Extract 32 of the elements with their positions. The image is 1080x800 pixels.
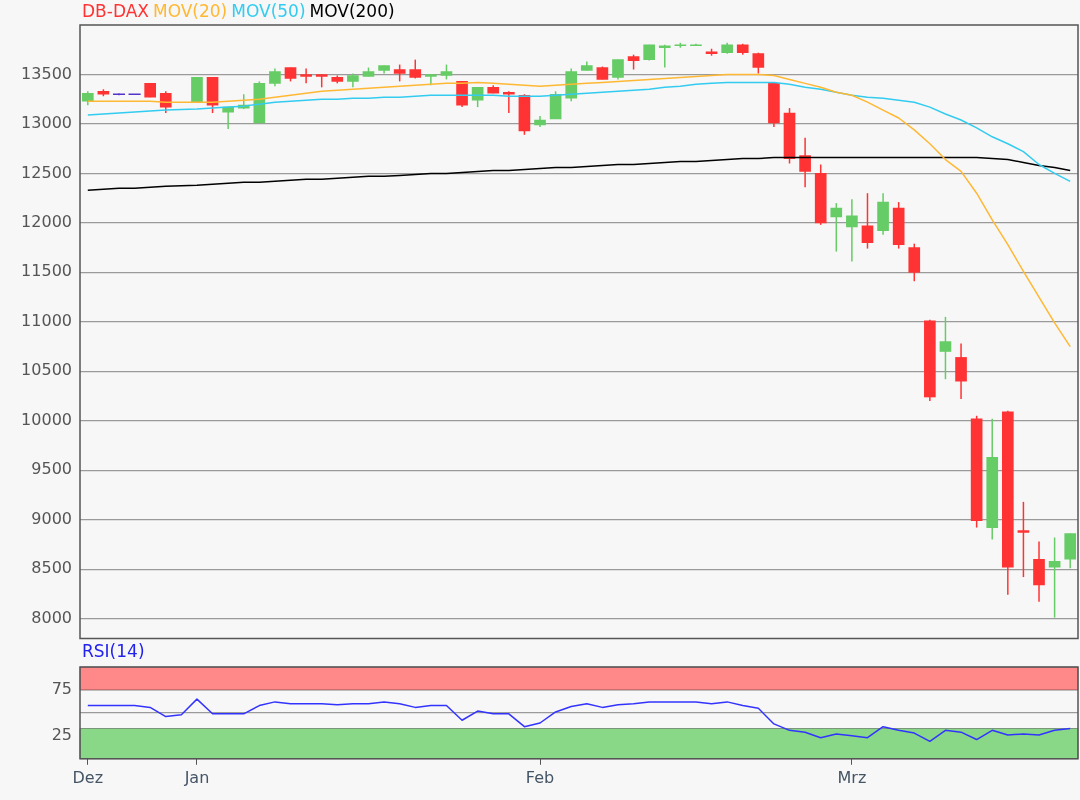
chart-title: RSI(14) <box>82 641 145 661</box>
x-tick-label: Dez <box>72 767 104 787</box>
y-tick-label: 13000 <box>21 113 72 133</box>
y-tick-label: 8500 <box>31 558 72 578</box>
y-tick-label: 9500 <box>31 459 72 479</box>
candlestick <box>799 137 811 188</box>
candlestick <box>300 67 312 85</box>
candlestick <box>846 198 858 263</box>
y-tick-label: 10500 <box>21 360 72 380</box>
y-tick-label: 11500 <box>21 261 72 281</box>
y-tick-label: 12500 <box>21 162 72 182</box>
candlestick <box>503 90 515 114</box>
y-tick-label: 10000 <box>21 409 72 429</box>
text: MOV(200) <box>309 1 395 21</box>
y-tick-label: 75 <box>51 679 72 699</box>
y-tick-label: 25 <box>51 725 72 745</box>
candlestick <box>939 316 952 380</box>
x-tick-label: Feb <box>525 767 555 787</box>
candlestick <box>830 202 843 253</box>
text: DB-DAX <box>82 1 149 21</box>
y-tick-label: 12000 <box>21 212 72 232</box>
candlestick <box>612 58 624 81</box>
text: MOV(20) <box>152 1 228 21</box>
candlestick <box>861 192 874 250</box>
x-tick-label: Mrz <box>837 767 867 787</box>
y-tick-label: 9000 <box>31 508 72 528</box>
x-tick-label: Jan <box>183 767 210 787</box>
candlestick <box>1017 501 1030 578</box>
y-tick-label: 8000 <box>31 607 72 627</box>
y-tick-label: 11000 <box>21 310 72 330</box>
text: MOV(50) <box>231 1 306 21</box>
y-tick-label: 13500 <box>21 63 72 83</box>
